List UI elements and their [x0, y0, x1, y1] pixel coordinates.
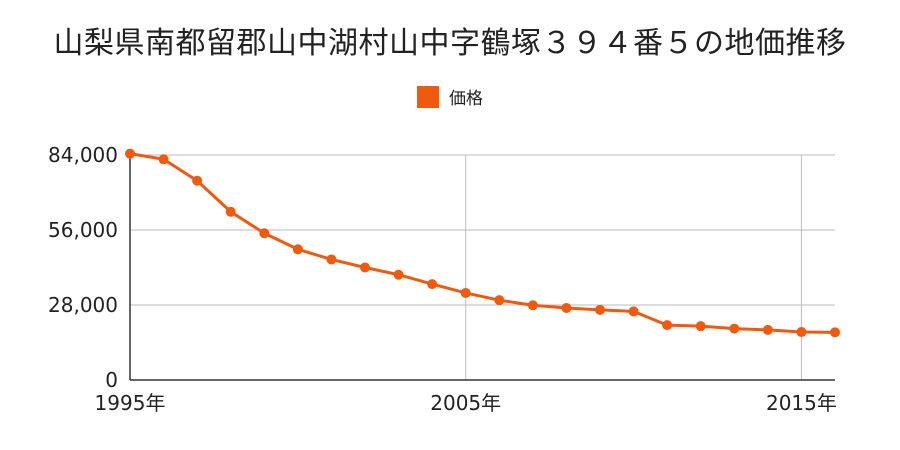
y-tick-label: 0 [105, 368, 118, 392]
data-point [494, 295, 505, 306]
legend-label: 価格 [449, 89, 483, 109]
gridlines [129, 154, 835, 380]
data-point [192, 175, 203, 186]
data-point [527, 300, 538, 311]
data-point [427, 279, 438, 290]
data-point [830, 327, 840, 338]
data-point [326, 254, 337, 265]
data-point [561, 302, 572, 313]
axes [129, 155, 835, 381]
data-point [662, 320, 673, 331]
data-point [460, 287, 471, 298]
y-tick-label: 84,000 [48, 143, 118, 167]
chart-title: 山梨県南都留郡山中湖村山中字鶴塚３９４番５の地価推移 [53, 26, 847, 61]
x-tick-label: 2015年 [766, 391, 837, 415]
series-layer [125, 148, 840, 338]
data-point [595, 304, 605, 315]
data-point [225, 206, 236, 217]
data-point [158, 154, 169, 165]
data-point [729, 323, 740, 334]
data-point [360, 262, 370, 273]
y-tick-label: 56,000 [48, 218, 118, 242]
data-point [393, 269, 404, 280]
legend-swatch [417, 85, 439, 108]
x-tick-labels: 1995年 2005年 2015年 [95, 391, 837, 415]
data-point [762, 324, 773, 335]
x-tick-label: 2005年 [430, 391, 501, 415]
data-point [125, 148, 135, 159]
chart-legend: 価格 [0, 84, 900, 109]
y-tick-labels: 0 28,000 56,000 84,000 [48, 143, 118, 392]
data-point [259, 228, 270, 239]
data-point [628, 306, 639, 317]
data-point [695, 321, 706, 332]
x-tick-label: 1995年 [95, 391, 166, 415]
data-point [796, 327, 807, 338]
series-line [129, 152, 836, 334]
data-point [292, 244, 303, 255]
y-tick-label: 28,000 [48, 293, 118, 317]
